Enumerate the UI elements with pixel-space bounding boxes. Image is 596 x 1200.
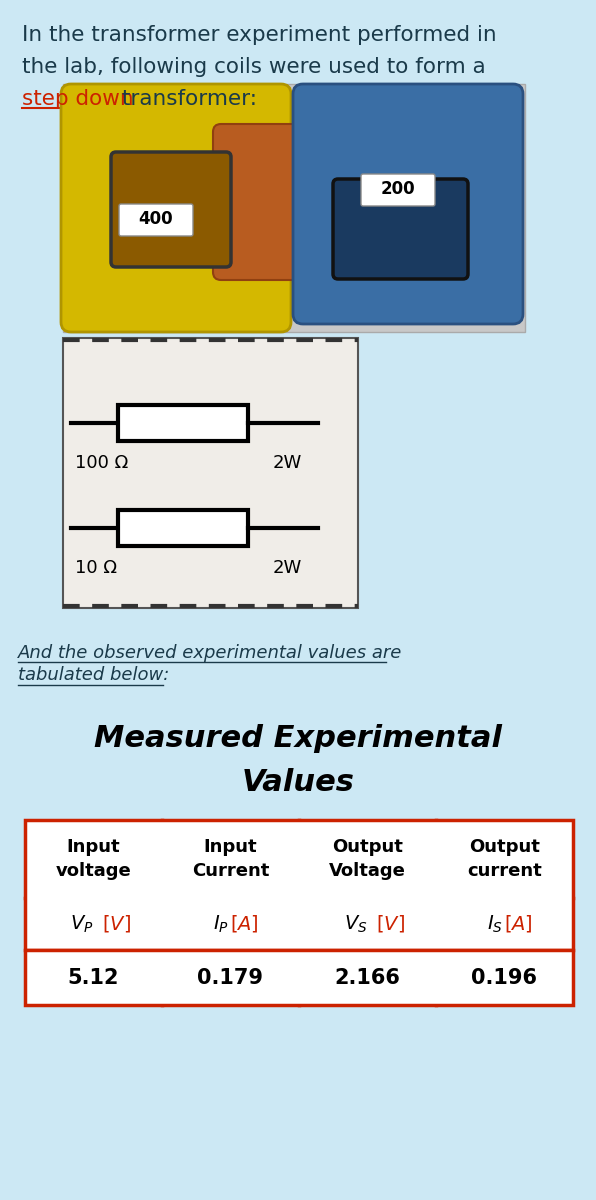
FancyBboxPatch shape [333, 179, 468, 278]
Text: 0.196: 0.196 [471, 967, 538, 988]
Text: Output
current: Output current [467, 838, 542, 881]
Text: 200: 200 [381, 180, 415, 198]
Text: 10 Ω: 10 Ω [75, 559, 117, 577]
Bar [63, 84, 525, 332]
Bar [118, 510, 248, 546]
Text: the lab, following coils were used to form a: the lab, following coils were used to fo… [22, 56, 486, 77]
Text: In the transformer experiment performed in: In the transformer experiment performed … [22, 25, 496, 44]
Bar [118, 404, 248, 440]
Text: 100 Ω: 100 Ω [75, 454, 128, 472]
FancyBboxPatch shape [293, 84, 523, 324]
Text: 2.166: 2.166 [334, 967, 401, 988]
Text: transformer:: transformer: [115, 89, 257, 109]
Text: $\it{[V]}$: $\it{[V]}$ [370, 913, 405, 935]
Text: $V_P$: $V_P$ [70, 913, 94, 935]
Text: Values: Values [241, 768, 355, 797]
Text: $\it{[V]}$: $\it{[V]}$ [95, 913, 131, 935]
FancyBboxPatch shape [119, 204, 193, 236]
Text: 2W: 2W [273, 559, 302, 577]
Text: $V_S$: $V_S$ [344, 913, 368, 935]
Text: Output
Voltage: Output Voltage [329, 838, 406, 881]
FancyBboxPatch shape [111, 152, 231, 266]
Text: Measured Experimental: Measured Experimental [94, 724, 502, 754]
Text: 2W: 2W [273, 454, 302, 472]
Text: And the observed experimental values are: And the observed experimental values are [18, 644, 402, 662]
Text: $I_P$: $I_P$ [213, 913, 228, 935]
Bar [25, 820, 573, 950]
Text: 400: 400 [139, 210, 173, 228]
Text: 0.179: 0.179 [197, 967, 263, 988]
FancyBboxPatch shape [361, 174, 435, 206]
Text: Input
voltage: Input voltage [55, 838, 131, 881]
Text: Input
Current: Input Current [192, 838, 269, 881]
Text: step down: step down [22, 89, 134, 109]
FancyBboxPatch shape [213, 124, 309, 280]
Bar [25, 950, 573, 1006]
Text: $\it{[A]}$: $\it{[A]}$ [504, 913, 533, 935]
Text: 5.12: 5.12 [68, 967, 119, 988]
Text: $\it{[A]}$: $\it{[A]}$ [231, 913, 259, 935]
FancyBboxPatch shape [61, 84, 291, 332]
Text: tabulated below:: tabulated below: [18, 666, 169, 684]
FancyBboxPatch shape [245, 126, 341, 282]
Bar [63, 338, 358, 608]
Text: $I_S$: $I_S$ [486, 913, 502, 935]
